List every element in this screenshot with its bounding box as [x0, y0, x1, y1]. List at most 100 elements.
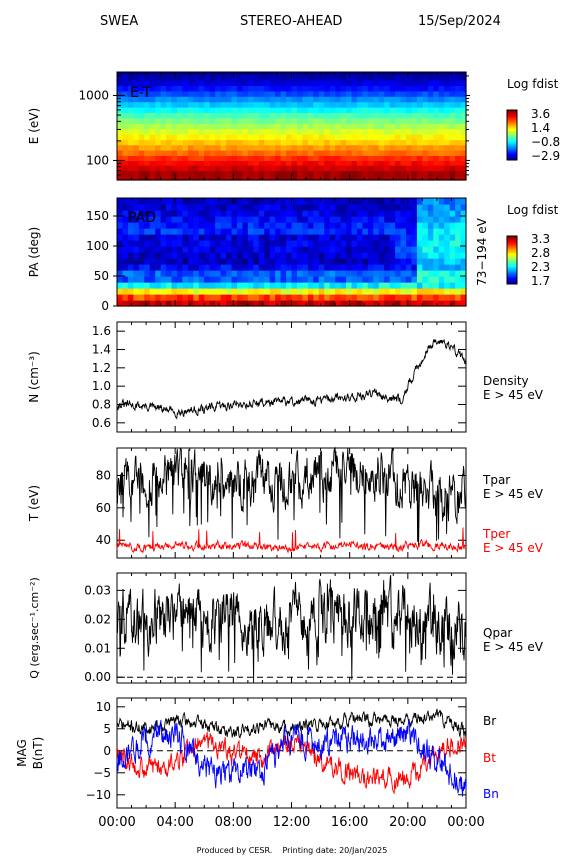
pad-cell — [231, 294, 238, 301]
pad-cell — [389, 252, 396, 259]
pad-cell — [296, 246, 304, 253]
et-cell — [220, 74, 227, 81]
et-cell — [209, 139, 216, 146]
et-cell — [296, 155, 304, 162]
et-cell — [296, 101, 304, 108]
pad-cell — [280, 210, 287, 217]
pad-cell — [433, 204, 440, 211]
pad-cell — [253, 210, 260, 217]
pad-cell — [204, 300, 211, 307]
et-cell — [275, 128, 282, 135]
et-cell — [291, 117, 298, 124]
et-cell — [117, 85, 124, 92]
et-cell — [160, 80, 167, 87]
et-cell — [296, 144, 304, 151]
colorbar-cell — [507, 132, 517, 135]
et-cell — [209, 90, 216, 97]
pad-cell — [389, 246, 396, 253]
colorbar-cell — [507, 145, 517, 147]
et-cell — [127, 80, 134, 87]
pad-cell — [171, 282, 178, 289]
et-cell — [400, 170, 407, 181]
et-cell — [416, 107, 423, 113]
pad-cell — [318, 222, 325, 229]
et-cell — [204, 123, 211, 130]
pad-cell — [269, 294, 276, 301]
et-cell — [307, 128, 314, 135]
pad-cell — [296, 204, 304, 211]
et-cell — [220, 72, 227, 76]
y-tick-label: 80 — [96, 469, 111, 483]
et-cell — [318, 134, 325, 141]
pad-cell — [291, 216, 298, 223]
et-cell — [346, 80, 353, 87]
pad-cell — [264, 252, 271, 259]
et-cell — [215, 155, 222, 162]
et-cell — [444, 149, 451, 156]
et-cell — [166, 134, 173, 141]
et-cell — [122, 170, 129, 181]
et-cell — [242, 160, 249, 166]
et-cell — [275, 160, 282, 166]
et-cell — [411, 165, 418, 172]
pad-cell — [236, 222, 244, 229]
pad-cell — [291, 222, 298, 229]
pad-cell — [449, 288, 456, 295]
et-cell — [324, 85, 331, 92]
et-cell — [138, 128, 145, 135]
et-cell — [193, 96, 200, 103]
et-cell — [340, 112, 347, 119]
et-cell — [166, 117, 173, 124]
et-cell — [389, 72, 396, 76]
pad-cell — [280, 294, 287, 301]
et-cell — [220, 149, 227, 156]
et-cell — [286, 101, 293, 108]
et-cell — [220, 85, 227, 92]
et-cell — [395, 170, 402, 181]
et-cell — [144, 117, 151, 124]
pad-cell — [389, 300, 396, 307]
et-cell — [127, 101, 134, 108]
pad-cell — [193, 216, 200, 223]
et-cell — [313, 160, 320, 166]
pad-cell — [144, 252, 151, 259]
y-axis-label-heatflux: Q (erg.sec⁻¹.cm⁻²) — [28, 577, 41, 679]
y-axis-label-mag: MAG — [15, 739, 29, 767]
pad-cell — [236, 240, 244, 247]
et-cell — [389, 149, 396, 156]
pad-cell — [209, 204, 216, 211]
pad-cell — [149, 240, 156, 247]
pad-cell — [231, 288, 238, 295]
et-cell — [373, 155, 380, 162]
pad-cell — [460, 234, 467, 241]
pad-cell — [438, 234, 445, 241]
et-cell — [395, 134, 402, 141]
pad-cell — [313, 222, 320, 229]
et-cell — [187, 117, 194, 124]
et-cell — [411, 107, 418, 113]
header-spacecraft: STEREO-AHEAD — [240, 14, 343, 29]
pad-cell — [307, 228, 314, 235]
et-cell — [373, 160, 380, 166]
colorbar-cell — [507, 136, 517, 138]
et-cell — [362, 134, 369, 141]
pad-cell — [422, 222, 429, 229]
y-tick-label: 40 — [96, 533, 111, 547]
colorbar-cell — [507, 245, 517, 248]
et-cell — [346, 101, 353, 108]
legend-density-energy: E > 45 eV — [483, 388, 544, 402]
et-cell — [117, 144, 124, 151]
et-cell — [302, 74, 309, 81]
pad-cell — [324, 234, 331, 241]
et-cell — [138, 149, 145, 156]
et-cell — [127, 165, 134, 172]
et-cell — [231, 165, 238, 172]
pad-cell — [155, 252, 162, 259]
et-cell — [160, 160, 167, 166]
pad-cell — [438, 210, 445, 217]
et-cell — [231, 123, 238, 130]
et-cell — [389, 155, 396, 162]
et-cell — [318, 117, 325, 124]
pad-cell — [247, 264, 254, 271]
